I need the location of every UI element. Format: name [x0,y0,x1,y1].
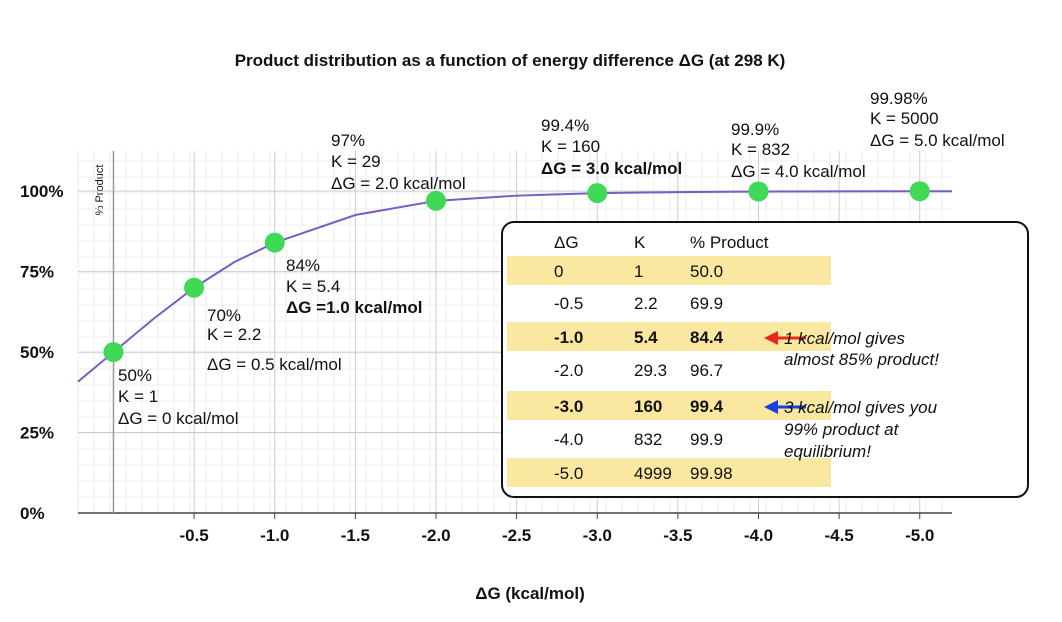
annotation: ΔG =1.0 kcal/mol [286,298,422,317]
annotation: K = 29 [331,152,381,171]
x-tick-label: -5.0 [905,526,934,545]
y-tick-label: 50% [20,343,54,362]
annotation: ΔG = 4.0 kcal/mol [731,162,866,181]
table-cell: 99.4 [690,397,724,416]
annotation: K = 5.4 [286,277,340,296]
table-cell: -4.0 [554,430,583,449]
table-cell: -1.0 [554,328,583,347]
arrow-head [764,331,778,345]
table-cell: 5.4 [634,328,658,347]
point [425,190,446,211]
table-cell: -5.0 [554,464,583,483]
table-cell: 160 [634,397,662,416]
y-tick-label: 25% [20,424,54,443]
table-cell: 84.4 [690,328,724,347]
annotation: 70% [207,306,241,325]
note: equilibrium! [784,442,871,461]
point [264,232,285,253]
table-cell: 4999 [634,464,672,483]
table-cell: 832 [634,430,662,449]
table-cell: -2.0 [554,361,583,380]
y-tick-label: 75% [20,263,54,282]
annotation: 84% [286,256,320,275]
x-axis-title: ΔG (kcal/mol) [475,584,585,603]
annotation: ΔG = 5.0 kcal/mol [870,131,1005,150]
x-tick-label: -4.5 [824,526,853,545]
arrow-head [764,400,778,414]
note: 3 kcal/mol gives you [784,398,938,417]
table-cell: 69.9 [690,294,723,313]
annotation: ΔG = 2.0 kcal/mol [331,174,466,193]
table-cell: 96.7 [690,361,723,380]
x-tick-label: -3.5 [663,526,692,545]
x-tick-label: -3.0 [583,526,612,545]
annotation: K = 2.2 [207,325,261,344]
x-tick-label: -4.0 [744,526,773,545]
point [909,181,930,202]
table-cell: 0 [554,262,563,281]
table-cell: -0.5 [554,294,583,313]
x-tick-label: -0.5 [179,526,208,545]
annotation: 99.98% [870,89,928,108]
annotation: K = 832 [731,140,790,159]
annotation: 99.4% [541,116,589,135]
x-tick-label: -1.0 [260,526,289,545]
table-cell: -3.0 [554,397,583,416]
point [748,181,769,202]
point [103,342,124,363]
annotation: 99.9% [731,120,779,139]
table-header: K [634,233,646,252]
y-tick-label: 100% [20,182,63,201]
table-cell: 1 [634,262,643,281]
note: almost 85% product! [784,350,939,369]
chart-title: Product distribution as a function of en… [235,51,786,70]
point [587,183,608,204]
y-tick-label: 0% [20,504,45,523]
y-axis-title: % Product [94,165,106,216]
note: 1 kcal/mol gives [784,329,905,348]
point [184,277,205,298]
table-header: ΔG [554,233,579,252]
x-tick-label: -1.5 [341,526,370,545]
x-tick-label: -2.0 [421,526,450,545]
table-cell: 50.0 [690,262,723,281]
annotation: ΔG = 0 kcal/mol [118,409,238,428]
note: 99% product at [784,420,900,439]
table-box [501,221,1029,498]
annotation: 50% [118,366,152,385]
annotation: K = 5000 [870,109,939,128]
table-header: % Product [690,233,769,252]
annotation: ΔG = 0.5 kcal/mol [207,355,342,374]
table-cell: 2.2 [634,294,658,313]
row-highlight [507,458,831,487]
x-tick-label: -2.5 [502,526,531,545]
annotation: ΔG = 3.0 kcal/mol [541,159,682,178]
table-cell: 99.9 [690,430,723,449]
annotation: K = 1 [118,387,158,406]
row-highlight [507,256,831,285]
table-cell: 29.3 [634,361,667,380]
annotation: K = 160 [541,137,600,156]
table-cell: 99.98 [690,464,733,483]
annotation: 97% [331,131,365,150]
curve [77,190,952,383]
